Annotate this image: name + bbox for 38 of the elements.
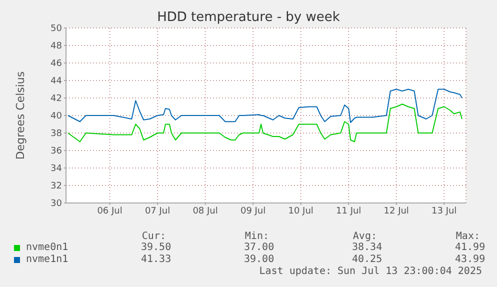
y-tick-label: 44 — [50, 76, 62, 87]
y-tick-label: 48 — [50, 42, 62, 52]
y-tick-label: 42 — [50, 94, 62, 104]
x-tick-label: 07 Jul — [144, 206, 170, 216]
y-tick-label: 34 — [50, 164, 62, 174]
y-tick-label: 46 — [50, 59, 62, 70]
text: 43.99 — [455, 254, 486, 265]
x-tick-label: 11 Jul — [336, 206, 362, 216]
text: Cur: — [142, 231, 166, 242]
y-tick-label: 38 — [50, 129, 62, 140]
x-tick-label: 09 Jul — [240, 206, 266, 216]
chart-title: HDD temperature - by week — [156, 10, 341, 25]
line-series — [67, 88, 463, 123]
text: 40.25 — [352, 254, 382, 265]
text: Last update: Sun Jul 13 23:00:04 2025 — [259, 266, 482, 277]
y-tick-label: 40 — [50, 112, 62, 122]
line-series — [67, 104, 463, 142]
text: 41.33 — [141, 254, 172, 265]
text: Max: — [456, 231, 480, 242]
text: 39.50 — [141, 242, 172, 253]
text: Min: — [244, 231, 269, 242]
x-tick-label: 06 Jul — [97, 206, 122, 216]
x-tick-label: 08 Jul — [192, 206, 218, 216]
text: 38.34 — [352, 242, 382, 253]
text: 41.99 — [455, 242, 486, 253]
x-tick-label: 10 Jul — [288, 206, 314, 216]
y-tick-label: 30 — [50, 199, 62, 210]
x-tick-label: 12 Jul — [384, 206, 409, 216]
text: 37.00 — [244, 242, 274, 253]
y-tick-label: 36 — [50, 146, 62, 157]
legend-label: nvme1n1 — [26, 254, 68, 265]
y-axis-title: Degrees Celsius — [14, 71, 27, 160]
x-tick-label: 13 Jul — [432, 206, 457, 216]
legend-label: nvme0n1 — [26, 242, 68, 253]
y-tick-label: 50 — [50, 24, 62, 34]
y-tick-label: 32 — [50, 182, 62, 192]
text: Avg: — [352, 231, 377, 242]
text: 39.00 — [244, 254, 274, 265]
